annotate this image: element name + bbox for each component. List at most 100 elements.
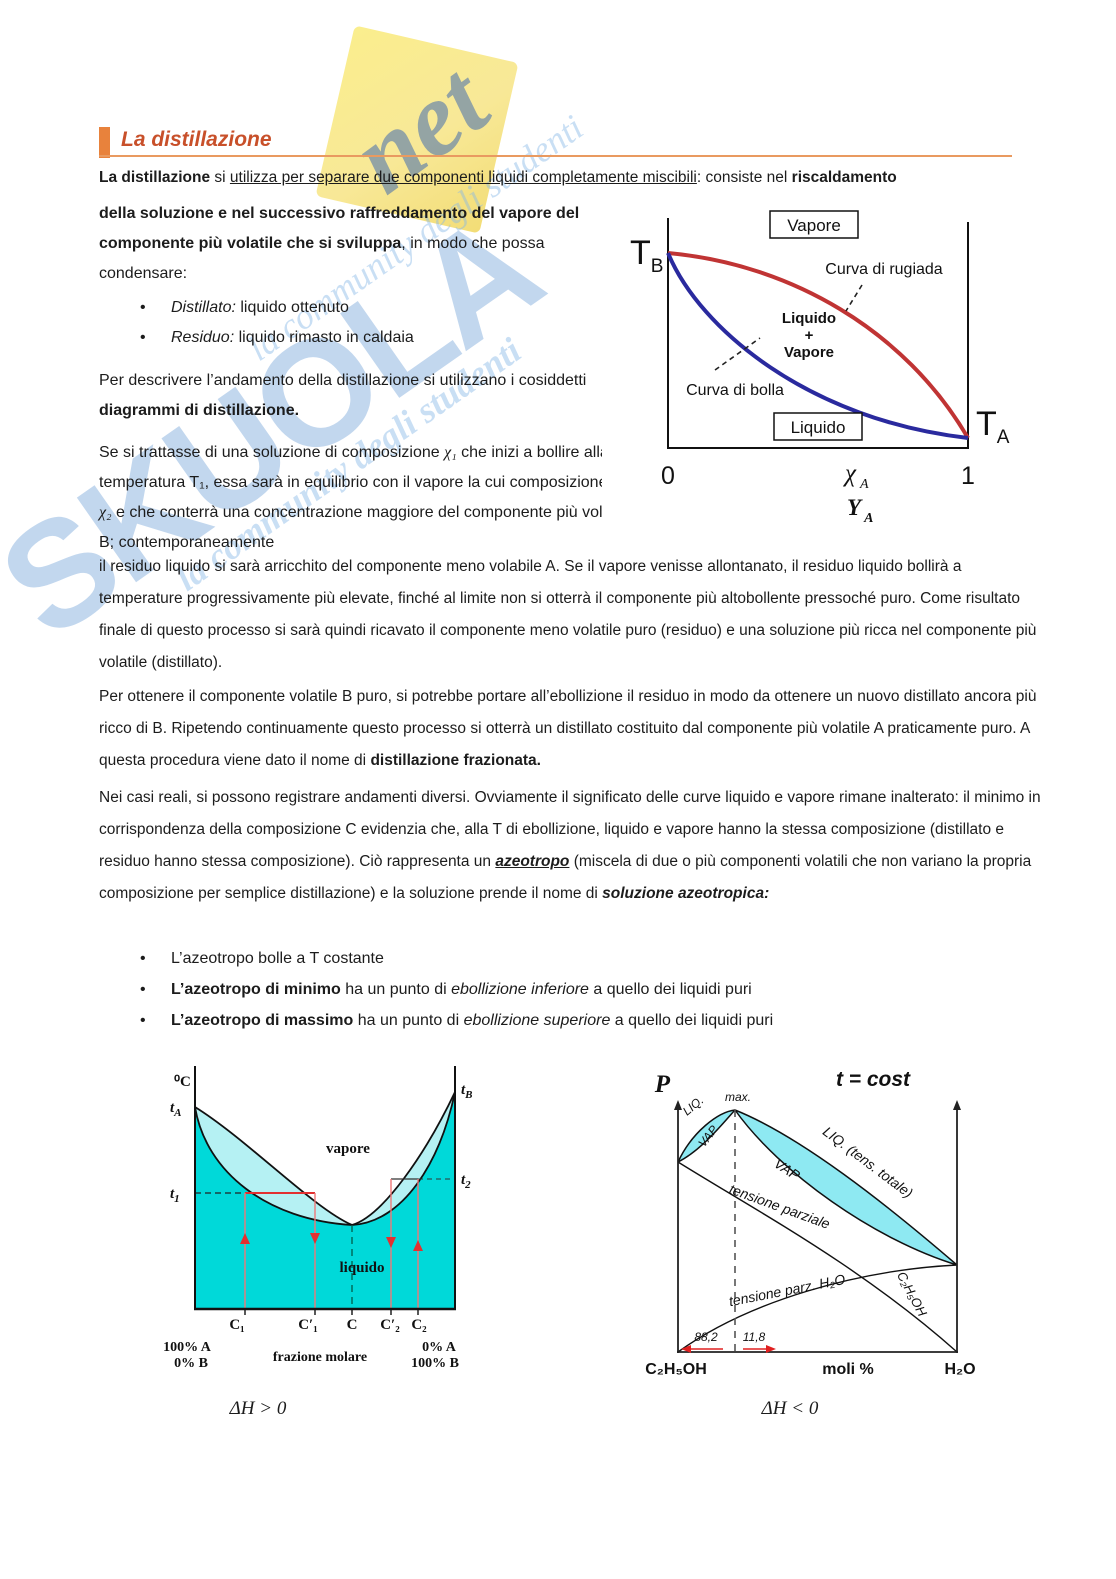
c1-tick-label: C₁ (229, 1317, 244, 1333)
t2-subscript: 2 (464, 1179, 471, 1191)
liq-curve-total (734, 1109, 958, 1266)
tb-letter: t (461, 1082, 466, 1098)
t1-subscript: 1 (174, 1193, 180, 1205)
bubble-curve (194, 1091, 456, 1226)
bubble-pointer-line (714, 337, 761, 371)
paragraph-intro-line1: La distillazione si utilizza per separar… (99, 169, 897, 187)
arrow-up (240, 1233, 250, 1244)
t1-letter: t (170, 1186, 175, 1202)
t2-letter: t (461, 1172, 466, 1188)
max-label: max. (725, 1090, 751, 1104)
list-item: • L’azeotropo bolle a T costante (140, 943, 960, 974)
text-run: liquido rimasto in caldaia (234, 329, 414, 346)
text-run: liquido ottenuto (235, 299, 349, 316)
vap-curve-small (677, 1109, 736, 1163)
text-run: Se si trattasse di una soluzione di comp… (99, 444, 445, 461)
list-item-text: L’azeotropo di minimo ha un punto di ebo… (171, 974, 752, 1005)
ta-subscript: A (997, 427, 1010, 448)
text-run: ebollizione superiore (463, 1012, 611, 1029)
paragraph-diagrams: Per descrivere l’andamento della distill… (99, 366, 619, 426)
water-partial-curve (677, 1264, 958, 1353)
right-100B-label: 100% B (411, 1356, 459, 1371)
axis-arrow (953, 1100, 961, 1110)
liq-curve-small (677, 1109, 736, 1163)
text-run: Per ottenere il componente volatile B pu… (99, 688, 1037, 769)
list-item: • L’azeotropo di massimo ha un punto di … (140, 1005, 960, 1036)
dew-curve-label: Curva di rugiada (825, 261, 943, 278)
figure-distillation-diagram: Vapore Liquido Curva di rugiada Curva di… (602, 192, 1012, 537)
text-run: : consiste nel (696, 169, 792, 186)
lens-label-plus: + (805, 327, 814, 344)
paragraph-intro-rest: della soluzione e nel successivo raffred… (99, 199, 599, 289)
text-run: della soluzione e nel successivo raffred… (99, 205, 580, 252)
ethanol-partial-curve (677, 1161, 958, 1353)
list-item: • Distillato: liquido ottenuto (140, 293, 580, 323)
text-run: χ₁ (444, 444, 457, 461)
c2p-tick-label: C′₂ (380, 1317, 400, 1333)
text-run: diagrammi di distillazione. (99, 402, 300, 419)
text-run: ha un punto di (340, 981, 452, 998)
paragraph-solution-narrow: Se si trattasse di una soluzione di comp… (99, 438, 644, 558)
liquido-region-label: liquido (339, 1260, 384, 1276)
text-run: utilizza per separare due componenti liq… (229, 169, 697, 186)
left-100A-label: 100% A (163, 1340, 212, 1355)
ta-letter: t (170, 1100, 175, 1116)
pct-88-label: 88,2 (694, 1330, 718, 1344)
vapore-box (769, 210, 859, 239)
arrow-left (681, 1345, 691, 1353)
text-run: χ₂ (99, 504, 112, 521)
text-run: Nei casi reali, si possono registrare an… (99, 789, 1041, 870)
bullet-dot: • (140, 299, 146, 316)
heading-accent-bar (99, 127, 110, 158)
list-item-text: Residuo: liquido rimasto in caldaia (171, 323, 414, 353)
list-item: • L’azeotropo di minimo ha un punto di e… (140, 974, 960, 1005)
text-run: distillazione frazionata. (370, 752, 541, 769)
caption-deltaH-negative: ΔH < 0 (761, 1398, 819, 1419)
liquido-box (773, 412, 863, 441)
list-item-text: L’azeotropo di massimo ha un punto di eb… (171, 1005, 773, 1036)
paragraph-azeotropo: Nei casi reali, si possono registrare an… (99, 782, 1049, 910)
vap-curve-big (734, 1109, 958, 1266)
liquido-label: Liquido (791, 418, 846, 437)
text-run: si (210, 169, 230, 186)
ta-label: tA (170, 1100, 182, 1119)
moli-axis-label: moli % (822, 1361, 874, 1378)
x-tick-1: 1 (961, 462, 975, 490)
pct-11-label: 11,8 (743, 1330, 766, 1344)
text-run: a quello dei liquidi puri (610, 1012, 774, 1029)
text-run: riscaldamento (791, 169, 897, 186)
list-item-text: Distillato: liquido ottenuto (171, 293, 349, 323)
list-item: • Residuo: liquido rimasto in caldaia (140, 323, 580, 353)
ta-label: TA (976, 405, 1010, 448)
bubble-curve (666, 252, 969, 440)
vapore-label: Vapore (787, 216, 841, 235)
text-run: (miscela di due o più componenti volatil… (99, 853, 1032, 902)
text-run: e che conterrà una concentrazione maggio… (99, 504, 632, 551)
text-run: Per descrivere l’andamento della distill… (99, 372, 587, 389)
text-run: Distillato: (171, 299, 236, 316)
axis-arrow (674, 1100, 682, 1110)
text-run: che inizi a bollire alla temperatura T₁,… (99, 444, 644, 491)
text-run: L’azeotropo di minimo (171, 981, 341, 998)
tb-subscript: B (464, 1089, 472, 1101)
chi-letter: χ (843, 460, 857, 487)
tb-label: tB (461, 1082, 473, 1101)
azeotrope-list: • L’azeotropo bolle a T costante • L’aze… (140, 943, 960, 1036)
water-axis-label: H₂O (944, 1361, 975, 1378)
bubble-curve-label: Curva di bolla (686, 382, 784, 399)
text-run: a quello dei liquidi puri (588, 981, 752, 998)
heading-rule (99, 155, 1012, 157)
figure-azeotrope-px: P t = cost LIQ. max. VAP VAP LIQ. (tens.… (630, 1048, 1030, 1380)
text-run: ebollizione inferiore (451, 981, 589, 998)
c-tick-label: C (347, 1317, 358, 1333)
right-0A-label: 0% A (422, 1340, 457, 1355)
bullet-dot: • (140, 1012, 146, 1029)
figure-title: t = cost (836, 1068, 911, 1091)
figure-background (602, 192, 1012, 537)
lens-label-vapore: Vapore (784, 344, 834, 361)
y-letter: Y (847, 495, 863, 520)
tb-label: TB (630, 234, 663, 277)
x-axis-title: frazione molare (273, 1350, 367, 1365)
